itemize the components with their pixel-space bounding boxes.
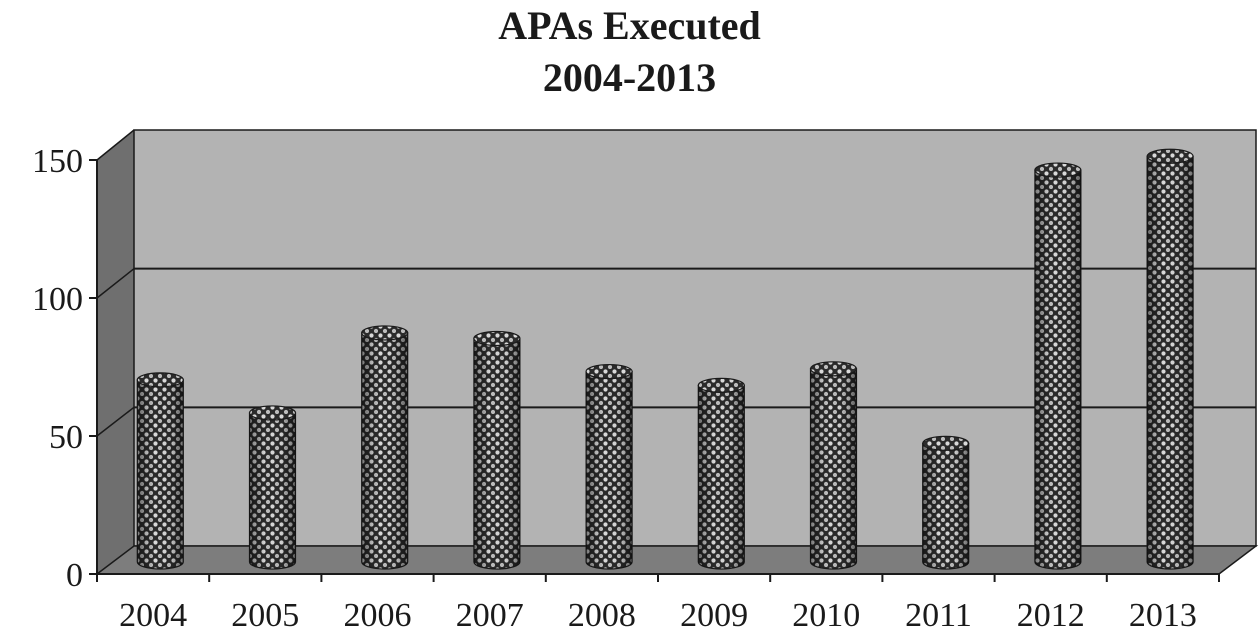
bar-top (361, 325, 409, 341)
y-tick-label: 150 (32, 143, 83, 180)
chart-title-line-1: APAs Executed (498, 3, 761, 48)
bar-top (697, 377, 745, 393)
gridline-side (96, 406, 135, 437)
y-tick-label: 100 (32, 281, 83, 318)
side-wall-top-edge (96, 129, 135, 161)
bar-2007 (473, 330, 521, 570)
side-wall (97, 130, 134, 574)
bar-2013 (1146, 148, 1194, 570)
x-tick-label: 2008 (568, 597, 636, 634)
x-tick-label: 2011 (905, 597, 972, 634)
bar-top (585, 363, 633, 380)
x-tick-label: 2010 (792, 597, 860, 634)
bar-top (473, 330, 521, 347)
bar-2006 (361, 325, 409, 570)
x-axis-ticks: 2004 2005 2006 2007 2008 2009 2010 2011 2012 2013 (96, 574, 1220, 634)
bar-shade (922, 443, 969, 570)
bar-shade (137, 379, 184, 570)
bar-2011 (922, 435, 970, 570)
chart-title-line-2: 2004-2013 (542, 55, 717, 100)
y-tick-label: 50 (49, 419, 83, 456)
y-axis-ticks: 0 50 100 150 (32, 143, 97, 594)
bar-2008 (585, 363, 633, 570)
bar-top (136, 372, 184, 388)
x-tick-label: 2004 (119, 597, 187, 634)
bar-2012 (1034, 162, 1082, 570)
x-tick-label: 2009 (680, 597, 748, 634)
bar-shade (249, 412, 296, 570)
bar-2009 (697, 377, 745, 570)
bar-shade (1034, 170, 1081, 570)
x-tick-label: 2006 (344, 597, 412, 634)
bar-2010 (809, 361, 858, 570)
bar-shade (810, 368, 857, 570)
bar-2005 (248, 405, 297, 570)
bar-top (922, 435, 970, 451)
bar-top (1034, 162, 1082, 178)
bar-shade (473, 338, 520, 569)
bar-shade (586, 371, 633, 570)
bar-shade (698, 385, 745, 570)
bar-2004 (136, 372, 184, 570)
x-tick-label: 2013 (1129, 597, 1197, 634)
x-tick-label: 2012 (1017, 597, 1085, 634)
bar-top (1146, 148, 1194, 164)
bars (136, 148, 1194, 570)
chart-title: APAs Executed 2004-2013 (0, 0, 1259, 104)
bar-shade (1147, 156, 1194, 570)
back-wall (133, 129, 1257, 547)
bar-top (809, 361, 858, 377)
bar-shade (361, 332, 408, 570)
y-tick-label: 0 (66, 557, 83, 594)
x-tick-label: 2005 (231, 597, 299, 634)
x-tick-label: 2007 (456, 597, 524, 634)
gridline-side (96, 268, 135, 299)
bar-top (248, 405, 297, 421)
